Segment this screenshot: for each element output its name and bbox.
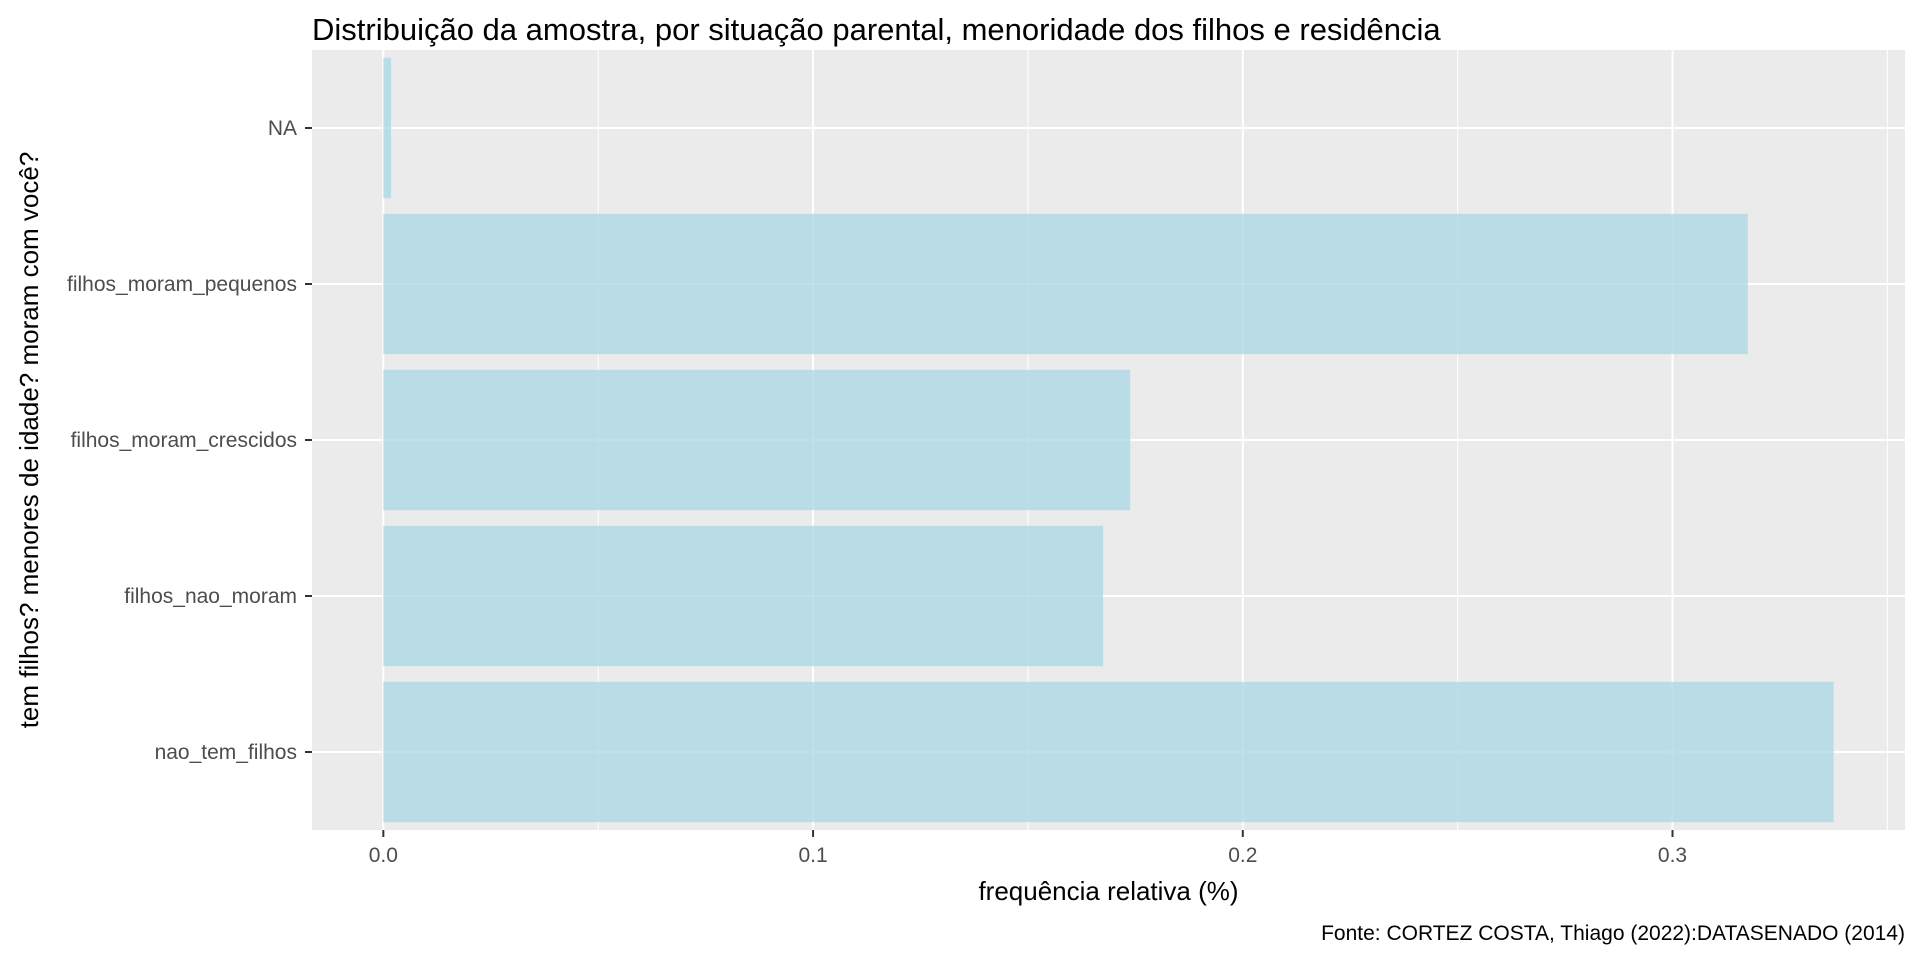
bars [383, 57, 1834, 823]
x-tick-label: 0.3 [1658, 844, 1687, 867]
y-tick-label: nao_tem_filhos [155, 741, 297, 764]
x-axis-title: frequência relativa (%) [978, 876, 1238, 906]
y-tick-label: filhos_moram_crescidos [71, 429, 297, 452]
bar-filhos_moram_crescidos [383, 369, 1131, 511]
bar-filhos_moram_pequenos [383, 213, 1748, 355]
chart-caption: Fonte: CORTEZ COSTA, Thiago (2022):DATAS… [1321, 922, 1905, 945]
bar-NA [383, 57, 392, 199]
y-axis-title: tem filhos? menores de idade? moram com … [14, 152, 44, 729]
y-axis: nao_tem_filhos filhos_nao_moram filhos_mor… [67, 117, 312, 764]
y-tick-label: filhos_moram_pequenos [67, 273, 297, 296]
x-tick-label: 0.1 [798, 844, 827, 867]
x-axis: 0.0 0.1 0.2 0.3 [369, 830, 1687, 867]
x-tick-label: 0.2 [1228, 844, 1257, 867]
bar-nao_tem_filhos [383, 681, 1834, 823]
bar-filhos_nao_moram [383, 525, 1104, 667]
y-tick-label: NA [268, 117, 297, 140]
chart-title: Distribuição da amostra, por situação pa… [312, 12, 1441, 47]
x-tick-label: 0.0 [369, 844, 398, 867]
y-tick-label: filhos_nao_moram [124, 585, 297, 608]
